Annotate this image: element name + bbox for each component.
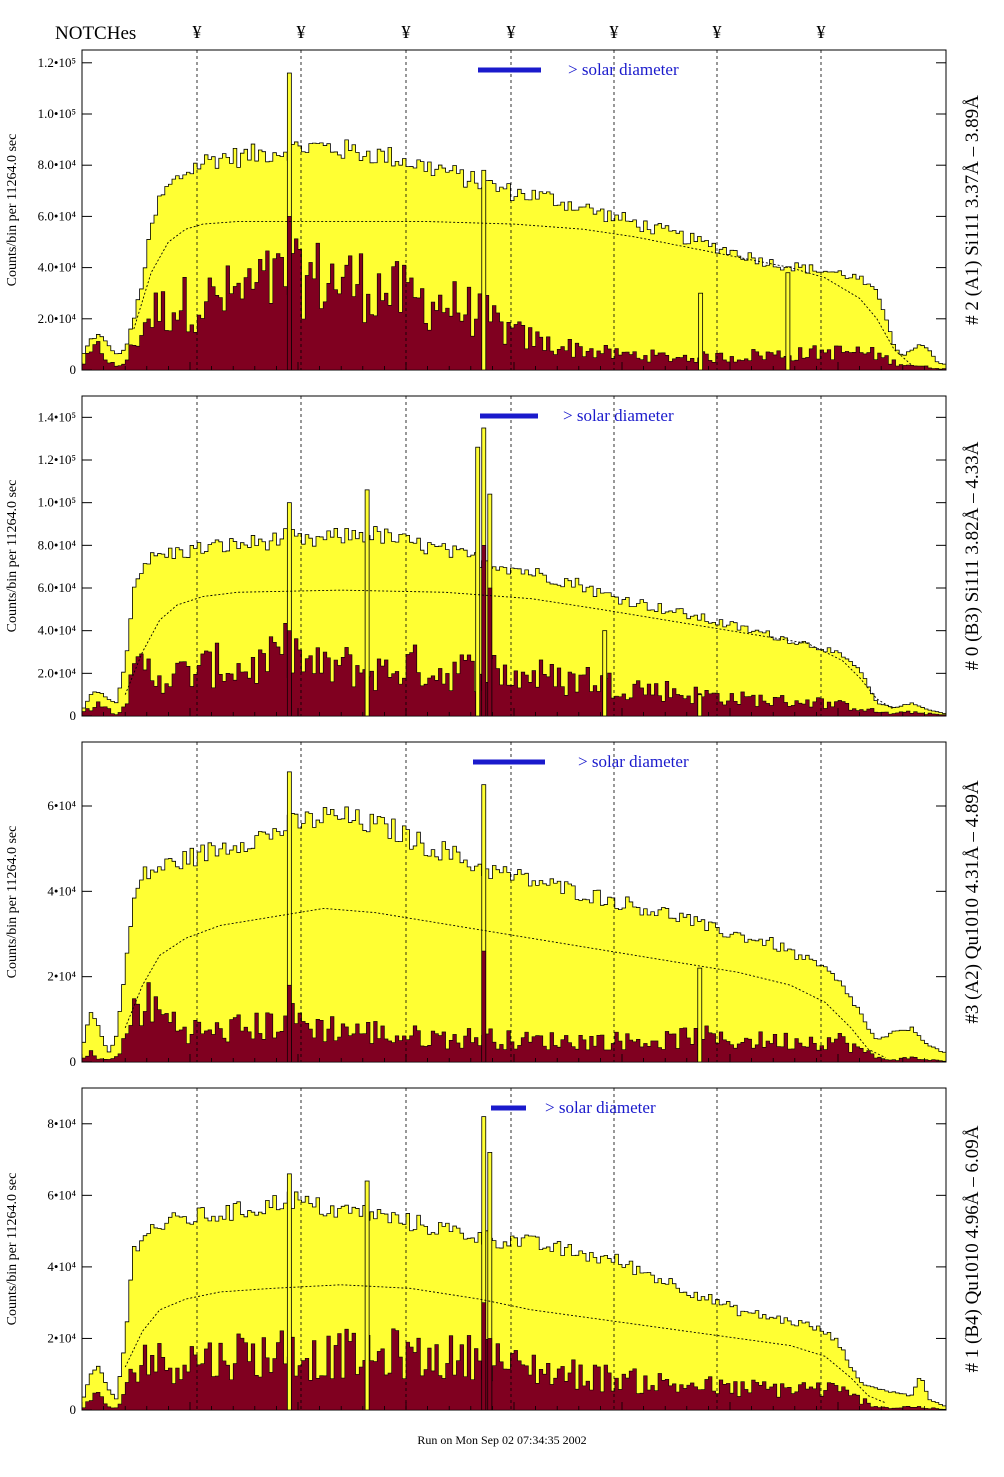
notch-marker-2: ¥ bbox=[297, 22, 306, 42]
spike-total-1 bbox=[286, 1173, 292, 1411]
y-tick-label-3: 6•10⁴ bbox=[47, 1187, 76, 1202]
solar-diameter-label: > solar diameter bbox=[545, 1098, 656, 1117]
notch-marker-6: ¥ bbox=[713, 22, 722, 42]
notch-header: NOTCHes ¥ ¥ ¥ ¥ ¥ ¥ ¥ bbox=[55, 22, 826, 44]
y-tick-label-4: 8.0•10⁴ bbox=[38, 157, 77, 172]
total-counts-histogram bbox=[81, 806, 947, 1063]
y-tick-label-1: 2•10⁴ bbox=[47, 969, 76, 984]
spike-total-4 bbox=[785, 272, 791, 371]
spike-total-2 bbox=[481, 169, 487, 371]
spike-background-1 bbox=[287, 984, 292, 1063]
panels: 0 2.0•10⁴ 4.0•10⁴ 6.0•10⁴ 8.0•10⁴ 1.0•10⁵ 1.2•… bbox=[5, 49, 983, 1417]
notch-marker-4: ¥ bbox=[507, 22, 516, 42]
y-tick-label-0: 0 bbox=[70, 1402, 77, 1417]
panel-label: # 1 (B4) Qu1010 4.96Å – 6.09Å bbox=[962, 1125, 983, 1372]
solar-diameter-label: > solar diameter bbox=[563, 406, 674, 425]
y-tick-label-3: 6.0•10⁴ bbox=[38, 580, 77, 595]
y-tick-label-3: 6.0•10⁴ bbox=[38, 208, 77, 223]
spike-background-5 bbox=[487, 587, 493, 717]
y-tick-label-1: 2.0•10⁴ bbox=[38, 665, 77, 680]
y-axis-label: Counts/bin per 11264.0 sec bbox=[5, 134, 20, 287]
spike-background-1 bbox=[287, 630, 292, 717]
model-curve bbox=[124, 907, 886, 1059]
y-tick-label-4: 8•10⁴ bbox=[47, 1116, 76, 1131]
y-axis-label: Counts/bin per 11264.0 sec bbox=[5, 480, 20, 633]
spike-background-4 bbox=[481, 545, 487, 717]
y-tick-label-0: 0 bbox=[70, 362, 77, 377]
spectrum-panel-1: 0 2.0•10⁴ 4.0•10⁴ 6.0•10⁴ 8.0•10⁴ 1.0•10⁵ 1.2•… bbox=[5, 49, 983, 377]
total-counts-histogram bbox=[81, 1191, 947, 1411]
spectrum-panel-4: 0 2•10⁴ 4•10⁴ 6•10⁴ 8•10⁴ Counts/bin per 1126… bbox=[5, 1087, 983, 1417]
y-tick-label-6: 1.2•10⁵ bbox=[38, 452, 76, 467]
notch-marker-1: ¥ bbox=[193, 22, 202, 42]
y-tick-label-6: 1.2•10⁵ bbox=[38, 55, 76, 70]
spike-background-2 bbox=[481, 950, 487, 1063]
model-curve bbox=[124, 1284, 886, 1404]
spike-total-3 bbox=[475, 446, 481, 717]
y-tick-label-2: 4.0•10⁴ bbox=[38, 623, 77, 638]
solar-diameter-label: > solar diameter bbox=[578, 752, 689, 771]
y-tick-label-1: 2•10⁴ bbox=[47, 1330, 76, 1345]
spike-total-7 bbox=[697, 694, 703, 717]
spike-total-3 bbox=[697, 967, 703, 1063]
background-histogram bbox=[81, 238, 947, 371]
y-tick-label-5: 1.0•10⁵ bbox=[38, 495, 76, 510]
notch-marker-5: ¥ bbox=[610, 22, 619, 42]
y-axis-label: Counts/bin per 11264.0 sec bbox=[5, 1173, 20, 1326]
y-axis-label: Counts/bin per 11264.0 sec bbox=[5, 826, 20, 979]
spike-total-2 bbox=[364, 489, 370, 717]
y-tick-label-0: 0 bbox=[70, 708, 77, 723]
notch-marker-7: ¥ bbox=[817, 22, 826, 42]
run-timestamp: Run on Mon Sep 02 07:34:35 2002 bbox=[417, 1433, 586, 1447]
y-tick-label-1: 2.0•10⁴ bbox=[38, 311, 77, 326]
model-curve bbox=[133, 221, 912, 366]
background-histogram bbox=[81, 1328, 947, 1411]
y-tick-label-3: 6•10⁴ bbox=[47, 798, 76, 813]
background-histogram bbox=[81, 622, 947, 717]
panel-label: # 0 (B3) Si111 3.82Å – 4.33Å bbox=[962, 441, 983, 670]
y-tick-label-5: 1.0•10⁵ bbox=[38, 106, 76, 121]
spike-background-1 bbox=[287, 216, 292, 371]
spectrum-panel-3: 0 2•10⁴ 4•10⁴ 6•10⁴ Counts/bin per 11264.0 s… bbox=[5, 741, 983, 1069]
spectrum-panel-2: 0 2.0•10⁴ 4.0•10⁴ 6.0•10⁴ 8.0•10⁴ 1.0•10⁵ 1.2•… bbox=[5, 395, 983, 723]
spike-total-3 bbox=[698, 292, 704, 371]
background-histogram bbox=[81, 982, 947, 1063]
spike-background-4 bbox=[487, 1338, 493, 1411]
model-curve bbox=[124, 589, 895, 710]
y-tick-label-4: 8.0•10⁴ bbox=[38, 537, 77, 552]
panel-label: #3 (A2) Qu1010 4.31Å – 4.89Å bbox=[962, 780, 983, 1024]
spike-total-2 bbox=[364, 1180, 370, 1411]
y-tick-label-2: 4•10⁴ bbox=[47, 1259, 76, 1274]
spike-background-3 bbox=[481, 1302, 487, 1411]
panel-label: # 2 (A1) Si111 3.37Å – 3.89Å bbox=[962, 95, 983, 325]
notches-label: NOTCHes bbox=[55, 23, 136, 44]
y-tick-label-2: 4•10⁴ bbox=[47, 883, 76, 898]
notch-marker-3: ¥ bbox=[402, 22, 411, 42]
spike-total-6 bbox=[602, 630, 608, 717]
y-tick-label-7: 1.4•10⁵ bbox=[38, 409, 76, 424]
notch-symbols: ¥ ¥ ¥ ¥ ¥ ¥ ¥ bbox=[193, 22, 826, 42]
y-tick-label-0: 0 bbox=[70, 1054, 77, 1069]
solar-diameter-label: > solar diameter bbox=[568, 60, 679, 79]
y-tick-label-2: 4.0•10⁴ bbox=[38, 260, 77, 275]
